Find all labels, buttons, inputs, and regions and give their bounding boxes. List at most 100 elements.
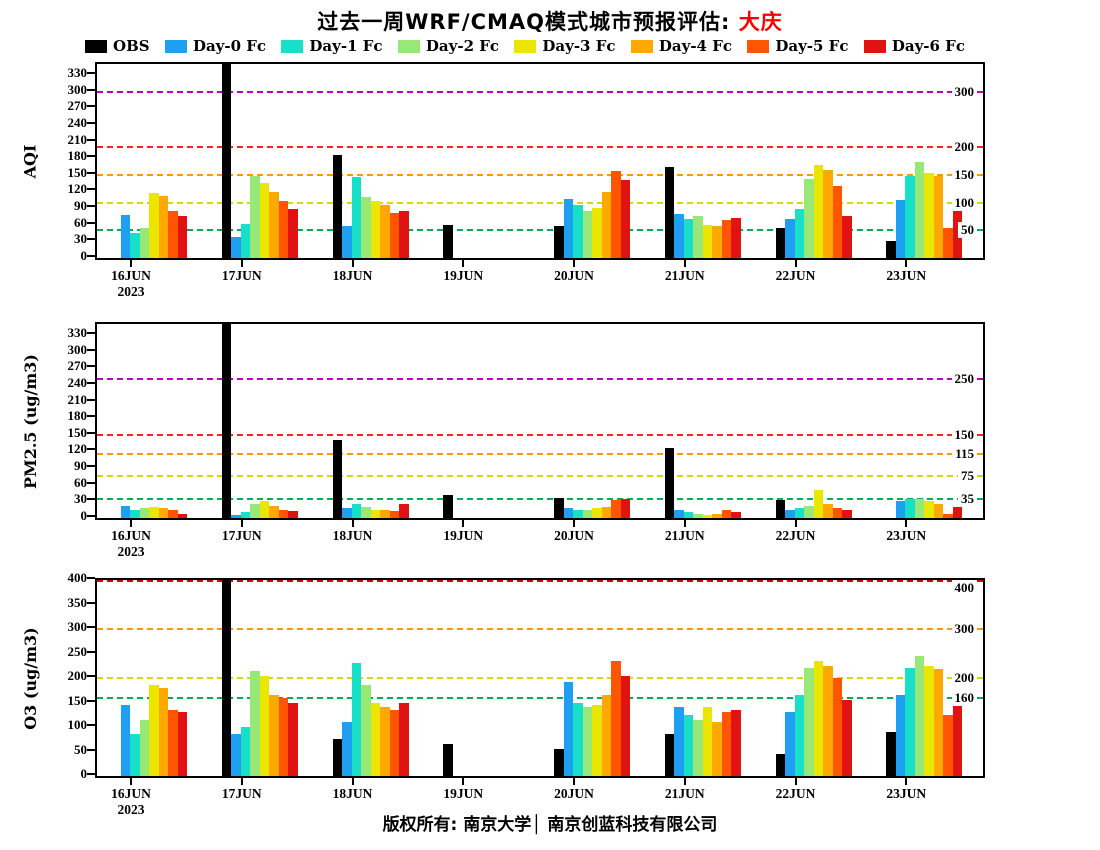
bar-day-6-fc-20jun	[620, 498, 630, 518]
bar-day-5-fc-22jun	[832, 508, 842, 518]
legend-label: Day-0 Fc	[192, 37, 267, 55]
y-tick-label: 270	[67, 98, 88, 114]
legend-swatch-day-1-fc	[281, 39, 304, 53]
bar-obs-22jun	[775, 499, 785, 518]
x-tick-label: 20JUN	[554, 528, 594, 543]
x-tick-label: 17JUN	[221, 786, 262, 801]
bar-day-4-fc-17jun	[269, 505, 279, 518]
bar-day-4-fc-16jun	[158, 508, 168, 518]
bar-day-0-fc-18jun	[342, 722, 352, 776]
bar-day-3-fc-22jun	[813, 660, 823, 776]
x-tick-label: 19JUN	[443, 786, 484, 801]
bar-day-6-fc-20jun	[620, 675, 630, 776]
bar-day-3-fc-17jun	[259, 183, 270, 258]
legend: OBS Day-0 Fc Day-1 Fc Day-2 Fc Day-3 Fc Day-4…	[85, 37, 965, 55]
y-tick-mark	[87, 121, 95, 124]
bar-day-3-fc-20jun	[592, 704, 602, 776]
y-tick-label: 200	[67, 668, 88, 683]
legend-item-day-0-fc: Day-0 Fc	[164, 37, 267, 55]
bar-obs-19jun	[443, 494, 453, 518]
bar-day-2-fc-22jun	[804, 505, 814, 518]
y-tick-mark	[87, 381, 95, 384]
bar-day-4-fc-16jun	[158, 195, 168, 258]
copyright-footer: 版权所有: 南京大学│ 南京创蓝科技有限公司	[382, 815, 718, 835]
bar-day-5-fc-16jun	[168, 210, 178, 258]
threshold-line-300	[97, 90, 983, 93]
bar-day-1-fc-20jun	[573, 509, 583, 518]
x-tick-mark	[351, 778, 354, 785]
y-tick-mark	[87, 650, 95, 653]
y-tick-label: 90	[74, 458, 87, 474]
aqi-axis-title: AQI	[17, 62, 43, 260]
pm25-plot-area: 35 75 115 150 250	[95, 322, 985, 520]
x-tick-mark	[683, 260, 686, 267]
bar-day-0-fc-17jun	[231, 734, 241, 776]
bar-day-1-fc-16jun	[130, 734, 140, 776]
bar-obs-17jun	[221, 580, 232, 776]
bar-day-5-fc-22jun	[832, 185, 842, 258]
x-tick-label: 19JUN	[443, 528, 484, 543]
x-tick-mark	[130, 778, 132, 785]
bar-day-6-fc-17jun	[288, 209, 298, 258]
y-tick-label: 60	[74, 474, 87, 490]
threshold-label-150: 150	[951, 426, 977, 443]
y-tick-mark	[87, 138, 95, 141]
y-tick-mark	[87, 773, 95, 775]
x-tick-mark	[905, 778, 908, 785]
bar-day-6-fc-23jun	[952, 199, 963, 258]
y-tick-label: 0	[80, 248, 88, 263]
bar-day-3-fc-21jun	[702, 515, 713, 518]
bar-day-0-fc-16jun	[120, 505, 130, 518]
x-tick-mark	[573, 520, 575, 527]
bar-obs-20jun	[554, 225, 564, 258]
bar-day-1-fc-18jun	[351, 663, 361, 776]
bar-day-6-fc-17jun	[288, 703, 298, 776]
x-tick-label: 20JUN	[554, 268, 594, 283]
y-tick-mark	[87, 365, 95, 368]
x-tick-mark	[462, 520, 465, 527]
bar-day-6-fc-16jun	[177, 216, 187, 258]
bar-day-0-fc-16jun	[120, 704, 130, 776]
bar-day-4-fc-21jun	[712, 722, 722, 776]
y-tick-mark	[87, 398, 95, 401]
bar-day-5-fc-20jun	[611, 170, 621, 258]
y-tick-label: 50	[74, 741, 87, 757]
bar-day-3-fc-20jun	[592, 508, 602, 518]
bar-obs-21jun	[664, 447, 675, 518]
bar-day-3-fc-23jun	[924, 173, 934, 258]
y-tick-mark	[87, 72, 95, 75]
bar-day-1-fc-21jun	[683, 714, 694, 776]
bar-obs-18jun	[332, 739, 342, 776]
x-tick-mark	[794, 520, 797, 527]
y-tick-label: 30	[74, 491, 87, 507]
bar-day-6-fc-20jun	[620, 180, 630, 258]
y-tick-mark	[87, 332, 95, 335]
bar-day-0-fc-20jun	[563, 508, 573, 518]
y-tick-label: 120	[67, 181, 88, 197]
bar-obs-23jun	[886, 241, 896, 258]
bar-day-6-fc-22jun	[842, 216, 852, 258]
bar-day-0-fc-20jun	[563, 681, 573, 776]
bar-day-2-fc-21jun	[693, 513, 703, 518]
legend-swatch-day-0-fc	[164, 39, 187, 53]
bar-day-4-fc-20jun	[601, 695, 611, 776]
pm25-panel: PM2.5 (ug/m3) 35 75 115 150 250 0 30 60 90 120 15…	[21, 322, 985, 559]
x-tick-label: 23JUN	[886, 786, 927, 801]
bar-day-5-fc-23jun	[943, 714, 953, 776]
y-tick-label: 100	[67, 717, 88, 732]
bar-day-6-fc-16jun	[177, 712, 187, 776]
y-tick-label: 240	[67, 374, 88, 390]
x-tick-label: 18JUN	[332, 528, 373, 543]
y-tick-label: 30	[74, 231, 87, 247]
y-tick-label: 0	[80, 508, 88, 523]
bar-day-2-fc-17jun	[250, 504, 260, 518]
bar-day-5-fc-16jun	[168, 509, 178, 518]
x-tick-label: 17JUN	[221, 528, 262, 543]
threshold-label-100: 100	[951, 194, 977, 211]
bar-day-4-fc-22jun	[823, 665, 833, 776]
bar-day-5-fc-17jun	[278, 200, 289, 258]
bar-day-2-fc-21jun	[693, 216, 703, 258]
y-tick-label: 300	[67, 81, 88, 97]
bar-day-1-fc-22jun	[794, 695, 804, 776]
legend-item-day-5-fc: Day-5 Fc	[747, 37, 848, 55]
